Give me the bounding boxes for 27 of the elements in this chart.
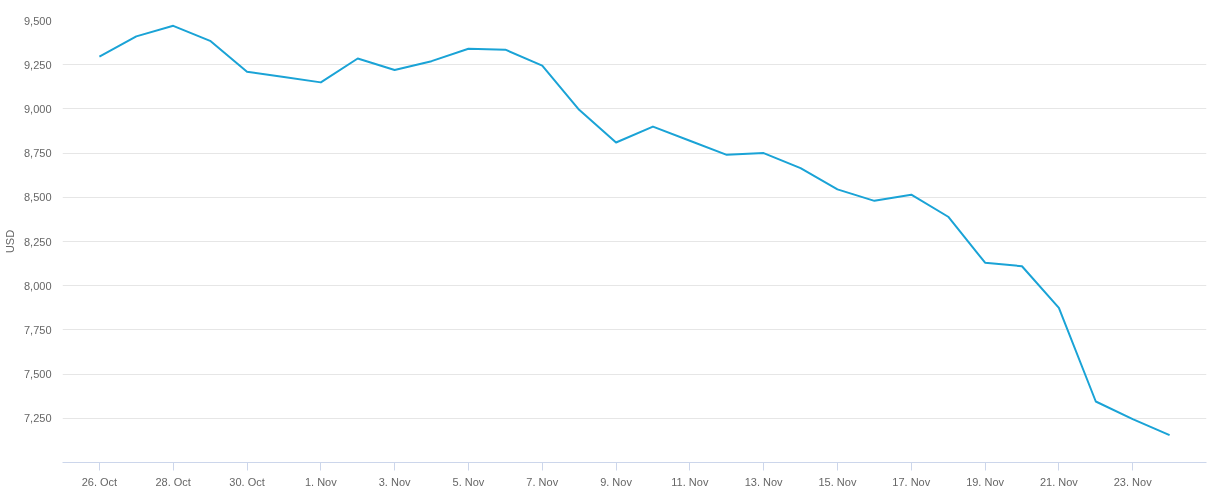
y-tick-label: 8,250 <box>23 235 52 248</box>
x-tick-label: 3. Nov <box>378 475 412 488</box>
y-tick-label: 9,000 <box>23 102 52 115</box>
y-tick-label: 7,500 <box>23 368 52 381</box>
x-tick-label: 23. Nov <box>1113 475 1153 488</box>
y-tick-label: 8,750 <box>23 147 52 160</box>
x-tick-label: 28. Oct <box>155 475 191 488</box>
x-tick-label: 30. Oct <box>229 475 265 488</box>
y-tick-label: 8,000 <box>23 279 52 292</box>
x-tick-label: 21. Nov <box>1039 475 1079 488</box>
y-axis-title: USD <box>3 229 16 254</box>
line-series <box>98 24 1171 437</box>
x-tick-label: 17. Nov <box>892 475 931 488</box>
x-tick-label: 26. Oct <box>81 475 118 488</box>
x-tick-label: 7. Nov <box>526 475 559 488</box>
y-tick-label: 9,250 <box>23 58 52 71</box>
y-tick-label: 8,500 <box>23 191 52 204</box>
y-tick-label: 7,750 <box>23 323 52 336</box>
y-tick-label: 9,500 <box>23 14 52 27</box>
x-tick-label: 11. Nov <box>671 475 709 488</box>
y-tick-label: 7,250 <box>23 412 52 425</box>
x-tick-label: 5. Nov <box>452 475 485 488</box>
x-tick-label: 15. Nov <box>818 475 857 488</box>
x-tick-label: 9. Nov <box>600 475 633 488</box>
x-tick-label: 1. Nov <box>304 475 338 488</box>
x-tick-label: 19. Nov <box>966 475 1005 488</box>
x-tick-label: 13. Nov <box>744 475 784 488</box>
